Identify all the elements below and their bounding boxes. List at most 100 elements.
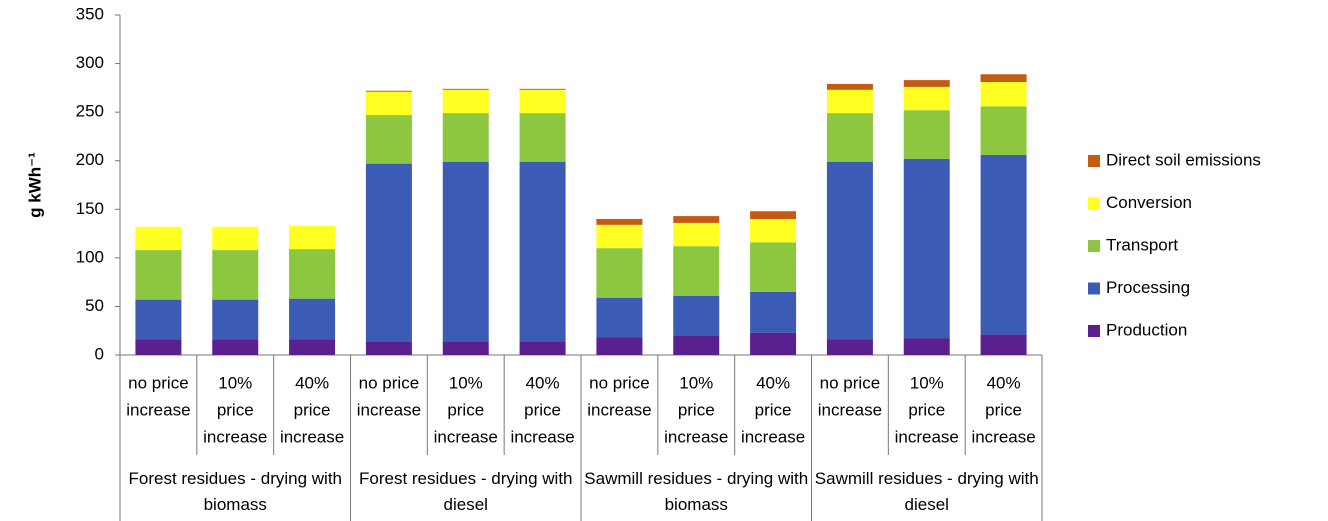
bar-segment [903, 110, 950, 159]
x-tick-label: no price [820, 373, 880, 392]
bar-segment [442, 89, 489, 114]
bar-segment [980, 82, 1027, 107]
bar-segment [903, 338, 950, 355]
x-tick-label: 10% [218, 373, 252, 392]
x-tick-label: increase [203, 427, 267, 446]
bar-segment [750, 242, 797, 292]
bar-segment [135, 339, 182, 355]
bar-segment [212, 299, 259, 340]
bar-segment [365, 91, 412, 116]
bar-segment [365, 90, 412, 92]
bar-segment [903, 86, 950, 111]
bar-segment [596, 248, 643, 298]
bar-segment [135, 226, 182, 251]
bar-segment [750, 332, 797, 355]
x-tick-label: 40% [987, 373, 1021, 392]
legend-label: Conversion [1106, 193, 1192, 212]
bar-segment [980, 74, 1027, 83]
x-tick-label: increase [510, 427, 574, 446]
bar-segment [596, 337, 643, 355]
x-tick-label: price [678, 400, 715, 419]
legend-swatch [1088, 155, 1100, 167]
bar-segment [212, 250, 259, 300]
x-tick-label: price [217, 400, 254, 419]
group-label: Sawmill residues - drying with diesel [814, 469, 1039, 514]
bar-segment [135, 250, 182, 300]
bar-segment [289, 225, 336, 250]
legend-label: Transport [1106, 235, 1178, 254]
y-tick-label: 250 [76, 102, 104, 121]
bar-segment [980, 154, 1027, 335]
bar-segment [750, 219, 797, 243]
legend-swatch [1088, 282, 1100, 295]
bar-segment [289, 249, 336, 299]
x-tick-label: price [524, 400, 561, 419]
legend-label: Direct soil emissions [1106, 150, 1261, 169]
x-tick-label: price [985, 400, 1022, 419]
legend-label: Processing [1106, 278, 1190, 297]
bar-segment [365, 163, 412, 342]
x-tick-label: 40% [756, 373, 790, 392]
legend-swatch [1088, 240, 1100, 252]
bar-segment [826, 161, 873, 340]
x-tick-label: increase [280, 427, 344, 446]
x-tick-label: increase [357, 400, 421, 419]
bar-segment [673, 216, 720, 223]
x-tick-label: price [908, 400, 945, 419]
y-tick-label: 100 [76, 247, 104, 266]
y-tick-label: 150 [76, 199, 104, 218]
y-tick-label: 300 [76, 53, 104, 72]
x-tick-label: price [755, 400, 792, 419]
bar-segment [826, 83, 873, 90]
bar-segment [826, 89, 873, 114]
x-tick-label: increase [818, 400, 882, 419]
x-tick-label: increase [126, 400, 190, 419]
group-label: Forest residues - drying with biomass [128, 469, 343, 514]
x-tick-label: increase [895, 427, 959, 446]
bar-segment [442, 341, 489, 355]
bar-segment [365, 341, 412, 355]
bar-segment [519, 341, 566, 355]
bar-segment [365, 115, 412, 164]
group-label: Sawmill residues - drying with biomass [584, 469, 809, 514]
bar-segment [750, 291, 797, 333]
y-tick-label: 350 [76, 4, 104, 23]
bar-segment [673, 246, 720, 296]
bar-segment [750, 211, 797, 219]
bar-segment [289, 339, 336, 355]
x-tick-label: price [294, 400, 331, 419]
x-tick-label: increase [587, 400, 651, 419]
bar-segment [903, 80, 950, 87]
bar-segment [596, 219, 643, 225]
bar-segment [135, 299, 182, 340]
bar-segment [980, 106, 1027, 155]
bar-segment [519, 89, 566, 114]
group-label: Forest residues - drying with diesel [358, 469, 573, 514]
y-tick-label: 200 [76, 150, 104, 169]
bar-segment [442, 88, 489, 90]
x-tick-label: no price [128, 373, 188, 392]
bar-segment [903, 158, 950, 339]
x-tick-label: no price [359, 373, 419, 392]
bar-segment [519, 113, 566, 162]
x-tick-label: increase [664, 427, 728, 446]
bar-segment [519, 161, 566, 342]
bar-segment [673, 222, 720, 247]
legend-label: Production [1106, 320, 1187, 339]
bar-segment [826, 339, 873, 355]
bar-segment [289, 298, 336, 340]
bar-segment [826, 113, 873, 162]
bar-segment [442, 113, 489, 162]
bar-segment [212, 226, 259, 251]
bar-segment [673, 335, 720, 355]
legend-swatch [1088, 197, 1100, 210]
bar-segment [980, 334, 1027, 355]
y-tick-label: 0 [95, 344, 104, 363]
x-tick-label: 40% [526, 373, 560, 392]
bar-segment [519, 88, 566, 90]
x-tick-label: 10% [910, 373, 944, 392]
bar-segment [596, 297, 643, 338]
x-tick-label: 10% [679, 373, 713, 392]
